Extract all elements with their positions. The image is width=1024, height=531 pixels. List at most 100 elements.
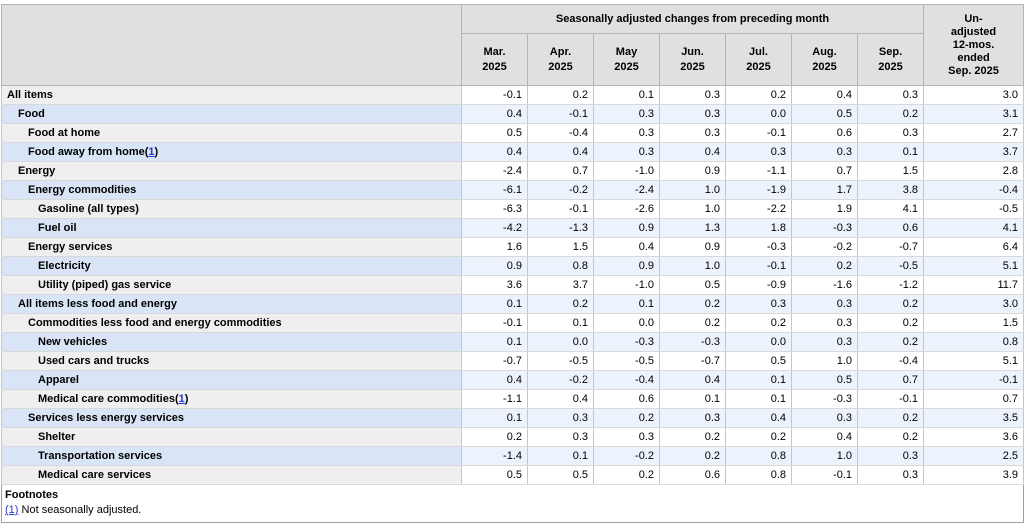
value-cell: -1.4 [461,446,528,466]
value-cell: 1.7 [791,180,858,200]
table-row: Fuel oil -4.2 -1.3 0.9 1.3 1.8 -0.3 0.6 4.1 [1,218,1024,238]
value-cell: 0.2 [659,313,726,333]
value-cell: 0.1 [527,446,594,466]
column-header-sep-2025: Sep. 2025 [856,33,925,86]
value-cell: 0.3 [659,104,726,124]
value-cell: 0.4 [461,370,528,390]
value-cell: 1.6 [461,237,528,257]
footnote-link[interactable]: 1 [178,393,185,405]
value-cell: -0.1 [856,389,925,409]
value-cell: -1.6 [791,275,858,295]
value-cell: -0.3 [725,237,792,257]
value-cell: -0.3 [791,218,858,238]
row-label: Commodities less food and energy commodi… [28,317,282,329]
value-cell: -0.7 [461,351,528,371]
row-label-cell: Apparel [1,370,462,390]
footnote-link[interactable]: 1 [148,146,155,158]
value-cell: -0.7 [659,351,726,371]
value-cell: 0.2 [725,85,792,105]
value-cell: 2.8 [923,161,1024,181]
value-cell: 0.9 [593,256,660,276]
footnotes-row: Footnotes (1) Not seasonally adjusted. [1,484,1024,523]
value-cell: 0.7 [923,389,1024,409]
row-label-cell: New vehicles [1,332,462,352]
month-label: Apr. [549,45,572,58]
value-cell: 0.1 [856,142,925,162]
value-cell: -2.4 [461,161,528,181]
value-cell: -0.4 [856,351,925,371]
table-row: Medical care services 0.5 0.5 0.2 0.6 0.8 -0.1… [1,465,1024,485]
column-header-mar-2025: Mar. 2025 [461,33,528,86]
value-cell: 0.2 [856,104,925,124]
row-label: All items [7,89,53,101]
value-cell: -0.1 [527,104,594,124]
row-label-cell: All items less food and energy [1,294,462,314]
value-cell: 0.9 [659,161,726,181]
seasonally-adjusted-group-header: Seasonally adjusted changes from precedi… [460,4,925,34]
value-cell: 0.2 [725,313,792,333]
column-header-jul-2025: Jul. 2025 [725,33,792,86]
row-label: Energy commodities [28,184,137,196]
footnote-item: (1) Not seasonally adjusted. [5,503,1019,516]
footnotes-heading: Footnotes [5,489,59,501]
value-cell: 3.6 [923,427,1024,447]
value-cell: -0.5 [593,351,660,371]
value-cell: 0.4 [659,370,726,390]
value-cell: 5.1 [923,256,1024,276]
value-cell: 0.4 [527,389,594,409]
value-cell: 0.3 [791,294,858,314]
value-cell: 0.8 [725,465,792,485]
table-header: Seasonally adjusted changes from precedi… [1,4,1024,86]
value-cell: -0.2 [593,446,660,466]
row-label-cell: All items [1,85,462,105]
row-label: Medical care services [38,469,152,481]
value-cell: -0.1 [923,370,1024,390]
value-cell: 0.1 [725,370,792,390]
row-label-cell: Gasoline (all types) [1,199,462,219]
value-cell: 3.0 [923,294,1024,314]
table-row: All items less food and energy 0.1 0.2 0.1 0… [1,294,1024,314]
table-row: Electricity 0.9 0.8 0.9 1.0 -0.1 0.2 -0.5 5.1 [1,256,1024,276]
header-row-top: Seasonally adjusted changes from precedi… [1,4,1024,86]
value-cell: 0.3 [527,427,594,447]
year-label: 2025 [746,60,771,73]
value-cell: 0.1 [461,332,528,352]
value-cell: -1.3 [527,218,594,238]
value-cell: -0.3 [791,389,858,409]
table-row: Used cars and trucks -0.7 -0.5 -0.5 -0.7 0.5 1… [1,351,1024,371]
footnote-1-link[interactable]: (1) [5,504,19,516]
value-cell: -0.5 [856,256,925,276]
value-cell: -0.1 [461,85,528,105]
value-cell: 3.7 [923,142,1024,162]
value-cell: 0.2 [527,294,594,314]
value-cell: 1.8 [725,218,792,238]
row-label-cell: Medical care services [1,465,462,485]
year-label: 2025 [482,60,507,73]
value-cell: 6.4 [923,237,1024,257]
value-cell: 1.0 [659,180,726,200]
table-row: Gasoline (all types) -6.3 -0.1 -2.6 1.0 -2.2 1… [1,199,1024,219]
header-row-months: Mar. 2025 Apr. 2025 May 2025 Jun. 2025 J… [2,33,1024,86]
value-cell: 0.2 [856,332,925,352]
value-cell: 4.1 [923,218,1024,238]
table-row: Energy -2.4 0.7 -1.0 0.9 -1.1 0.7 1.5 2.8 [1,161,1024,181]
value-cell: 0.7 [791,161,858,181]
year-label: 2025 [680,60,705,73]
cpi-table: Seasonally adjusted changes from precedi… [1,4,1024,523]
value-cell: 0.7 [856,370,925,390]
row-label: Shelter [38,431,76,443]
row-label: Services less energy services [28,412,184,424]
value-cell: -0.5 [527,351,594,371]
value-cell: 0.4 [593,237,660,257]
value-cell: 0.2 [725,427,792,447]
value-cell: 1.3 [659,218,726,238]
unadjusted-header-line: adjusted [950,25,997,38]
value-cell: 0.5 [659,275,726,295]
value-cell: 0.1 [725,389,792,409]
value-cell: 0.3 [725,142,792,162]
value-cell: -6.3 [461,199,528,219]
month-label: Jul. [749,45,768,58]
value-cell: 0.4 [791,427,858,447]
value-cell: 0.3 [791,332,858,352]
value-cell: 0.4 [659,142,726,162]
